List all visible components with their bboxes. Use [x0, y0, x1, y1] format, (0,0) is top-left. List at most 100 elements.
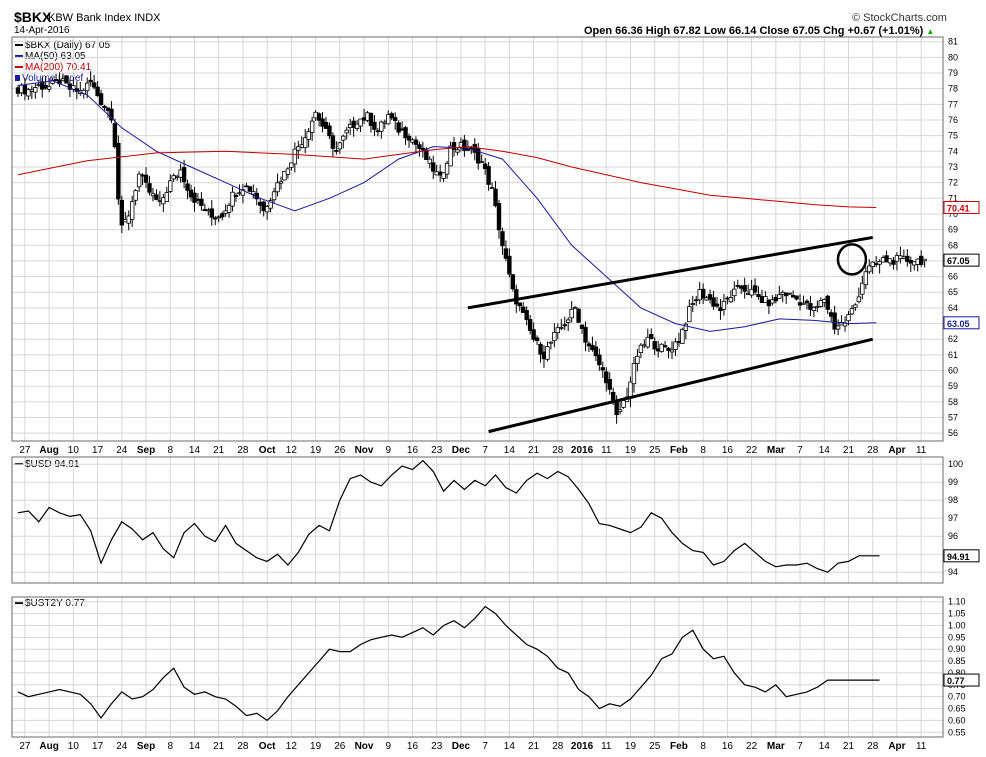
candle-body [676, 341, 682, 343]
candle-body [309, 120, 315, 133]
x-tick-label: Dec [452, 445, 471, 456]
candle-body [721, 300, 727, 310]
candle-body [898, 255, 903, 259]
y-tick-label: 80 [948, 52, 958, 62]
candle-body [694, 299, 699, 302]
candle-body [358, 118, 363, 127]
ma50-legend-label: MA(50) 63.05 [25, 51, 86, 62]
x-tick-label: 2016 [571, 445, 594, 456]
y-tick-label: 0.90 [948, 644, 966, 654]
candle-body [15, 87, 21, 94]
candle-body [759, 296, 765, 304]
y-tick-label: 96 [948, 531, 958, 541]
x-tick-label: 21 [528, 445, 540, 456]
stockcharts-brand[interactable]: © StockCharts.com [852, 12, 947, 24]
candle-body [316, 113, 322, 121]
candle-body [154, 194, 159, 200]
y-tick-label: 76 [948, 115, 958, 125]
candle-body [275, 182, 280, 193]
x-tick-label: Apr [888, 741, 905, 752]
x-tick-label: 28 [237, 445, 249, 456]
x-tick-label: Feb [670, 741, 688, 752]
x-tick-label: Oct [259, 741, 276, 752]
candle-body [489, 187, 495, 189]
candle-body [541, 351, 547, 360]
candle-body [752, 285, 758, 293]
candle-body [732, 288, 737, 297]
candle-body [877, 260, 882, 265]
candle-body [29, 89, 35, 92]
candle-body [368, 112, 374, 126]
candle-body [510, 274, 516, 290]
volume-swatch-icon [15, 75, 20, 82]
x-tick-label: 14 [189, 445, 201, 456]
candle-body [320, 118, 325, 127]
candle-body [258, 201, 263, 206]
ust2y-legend-label: $UST2Y 0.77 [25, 598, 85, 609]
y-tick-label: 73 [948, 162, 958, 172]
x-tick-label: 16 [407, 741, 419, 752]
x-tick-label: 28 [552, 445, 564, 456]
candle-body [64, 75, 69, 84]
candle-body [884, 255, 889, 263]
candle-body [825, 295, 830, 310]
x-tick-label: 8 [167, 741, 173, 752]
candle-body [901, 256, 907, 259]
x-tick-label: Sep [137, 741, 155, 752]
candle-body [195, 198, 201, 201]
candle-body [382, 121, 387, 124]
candle-body [894, 255, 900, 262]
candle-body [431, 162, 436, 172]
y-tick-label: 0.60 [948, 715, 966, 725]
panel-2: 0.550.600.650.700.750.800.850.900.951.00… [11, 596, 966, 738]
candle-body [548, 341, 554, 344]
price-swatch-icon [15, 44, 23, 47]
x-tick-label: 14 [504, 741, 516, 752]
candle-body [251, 191, 256, 195]
x-tick-label: 23 [431, 741, 443, 752]
y-tick-label: 56 [948, 428, 958, 438]
candle-body [448, 145, 453, 167]
candle-body [188, 189, 194, 198]
candle-body [444, 162, 450, 175]
ma200-legend-label: MA(200) 70.41 [25, 62, 92, 73]
candle-body [711, 297, 716, 307]
candle-body [85, 82, 90, 92]
candle-body [822, 299, 827, 303]
y-tick-label: 74 [948, 146, 958, 156]
candle-body [413, 139, 419, 145]
x-tick-label: 21 [528, 741, 540, 752]
candle-body [659, 343, 664, 352]
x-tick-label: 28 [237, 741, 249, 752]
candle-body [60, 78, 66, 82]
y-tick-label: 77 [948, 99, 958, 109]
x-tick-label: 25 [649, 445, 661, 456]
x-tick-label: 16 [722, 445, 734, 456]
candle-body [271, 191, 277, 201]
candle-body [22, 84, 28, 95]
last-value-tag-1-box [943, 549, 980, 563]
candle-body [375, 130, 381, 133]
y-tick-label: 60 [948, 366, 958, 376]
y-tick-label: 94 [948, 567, 958, 577]
candle-body [486, 166, 491, 185]
candle-body [538, 343, 543, 355]
x-tick-label: 19 [625, 445, 637, 456]
ohlc-text: Open 66.36 High 67.82 Low 66.14 Close 67… [584, 25, 924, 37]
candle-body [673, 341, 678, 350]
y-tick-label: 62 [948, 334, 958, 344]
candle-body [880, 257, 886, 263]
candle-body [680, 328, 685, 344]
candle-body [240, 189, 246, 196]
x-tick-label: 21 [213, 445, 225, 456]
candle-body [600, 367, 606, 371]
x-tick-label: 14 [504, 445, 516, 456]
last-value-tag-2-box [943, 673, 980, 687]
y-tick-label: 79 [948, 68, 958, 78]
x-tick-label: 7 [482, 741, 488, 752]
candle-body [770, 299, 775, 304]
candle-body [669, 349, 675, 353]
x-tick-label: 12 [286, 445, 298, 456]
candle-body [379, 121, 384, 132]
